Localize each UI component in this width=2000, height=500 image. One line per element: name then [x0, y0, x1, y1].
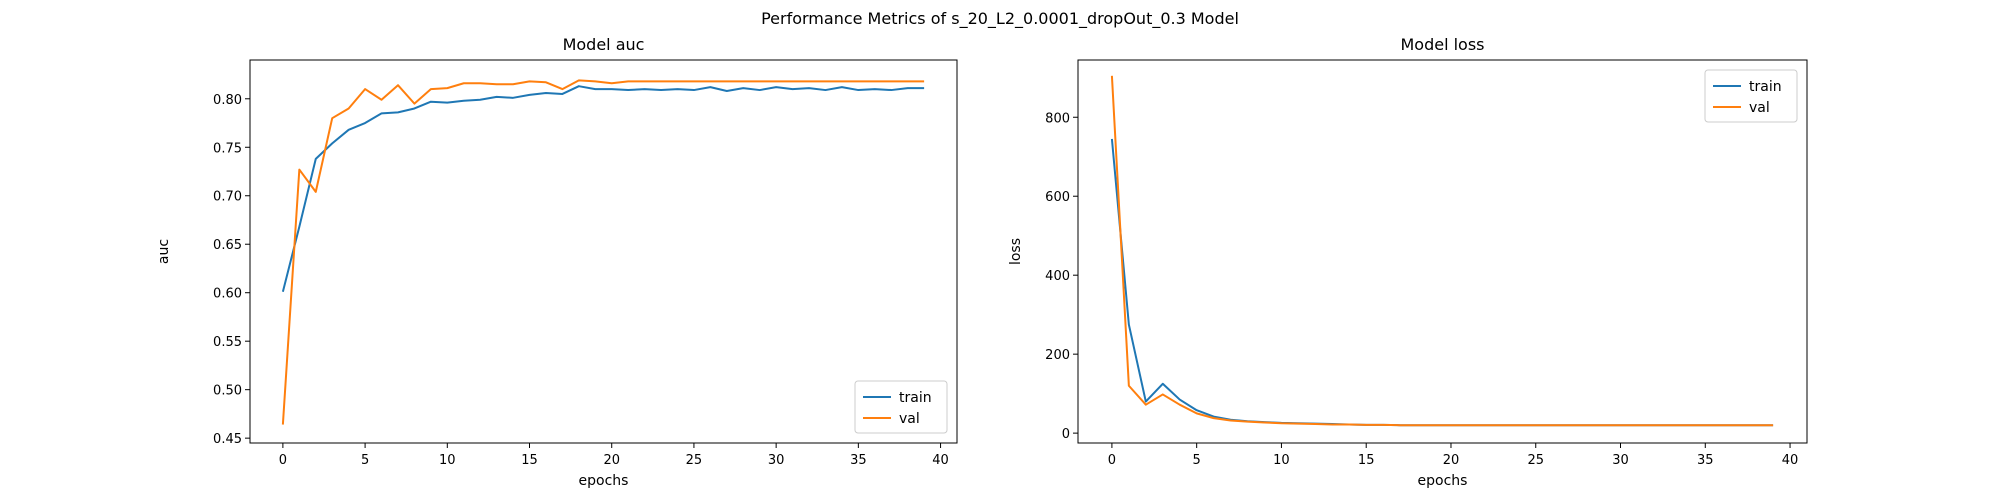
x-tick-label: 35: [1697, 453, 1714, 468]
y-tick-label: 200: [1045, 348, 1070, 363]
x-axis-label: epochs: [1418, 473, 1468, 489]
y-axis-label: auc: [156, 239, 172, 264]
figure-suptitle: Performance Metrics of s_20_L2_0.0001_dr…: [761, 9, 1239, 29]
legend: train val: [854, 380, 948, 434]
x-tick-label: 30: [768, 453, 785, 468]
x-tick-label: 10: [439, 453, 456, 468]
y-tick-label: 0.75: [213, 141, 242, 156]
y-tick-label: 0.60: [213, 287, 242, 302]
y-tick-label: 600: [1045, 190, 1070, 205]
y-tick-label: 0.80: [213, 93, 242, 108]
chart-title: Model auc: [563, 35, 645, 54]
legend-label-val: val: [899, 411, 920, 427]
x-tick-label: 15: [521, 453, 538, 468]
x-tick-label: 40: [1782, 453, 1799, 468]
series-line-val: [1110, 75, 1774, 427]
x-tick-label: 30: [1612, 453, 1629, 468]
y-tick-label: 0.45: [213, 432, 242, 447]
x-axis-label: epochs: [579, 473, 629, 489]
x-tick-label: 40: [932, 453, 949, 468]
x-tick-label: 25: [686, 453, 703, 468]
axes-frame: [249, 59, 958, 444]
x-tick-label: 15: [1358, 453, 1375, 468]
axes-frame: [1077, 59, 1808, 444]
x-tick-label: 0: [1108, 453, 1116, 468]
series-line-train: [281, 85, 925, 292]
y-tick-label: 0: [1062, 427, 1070, 442]
x-tick-label: 5: [1193, 453, 1201, 468]
x-tick-label: 25: [1527, 453, 1544, 468]
legend-label-val: val: [1749, 100, 1770, 116]
legend: train val: [1704, 69, 1798, 123]
y-tick-label: 0.50: [213, 384, 242, 399]
y-tick-label: 0.65: [213, 238, 242, 253]
chart-panel-1: Model auc 0 5 10 15 20 25 30 35 40 0.45 0.50 0.55 0.6…: [156, 35, 958, 489]
x-tick-label: 20: [603, 453, 620, 468]
y-axis-label: loss: [1008, 238, 1024, 265]
y-tick-label: 400: [1045, 269, 1070, 284]
x-tick-label: 20: [1443, 453, 1460, 468]
x-tick-label: 35: [850, 453, 867, 468]
legend-box: [1704, 69, 1798, 123]
x-tick-label: 5: [361, 453, 369, 468]
chart-title: Model loss: [1400, 35, 1484, 54]
y-tick-label: 0.70: [213, 190, 242, 205]
legend-label-train: train: [1749, 79, 1782, 95]
y-tick-label: 800: [1045, 111, 1070, 126]
series-line-val: [281, 79, 925, 425]
y-tick-label: 0.55: [213, 335, 242, 350]
legend-box: [854, 380, 948, 434]
legend-label-train: train: [899, 390, 932, 406]
x-tick-label: 10: [1273, 453, 1290, 468]
charts-container: Model auc 0 5 10 15 20 25 30 35 40 0.45 0.50 0.55 0.6…: [156, 35, 1808, 489]
x-tick-label: 0: [279, 453, 287, 468]
